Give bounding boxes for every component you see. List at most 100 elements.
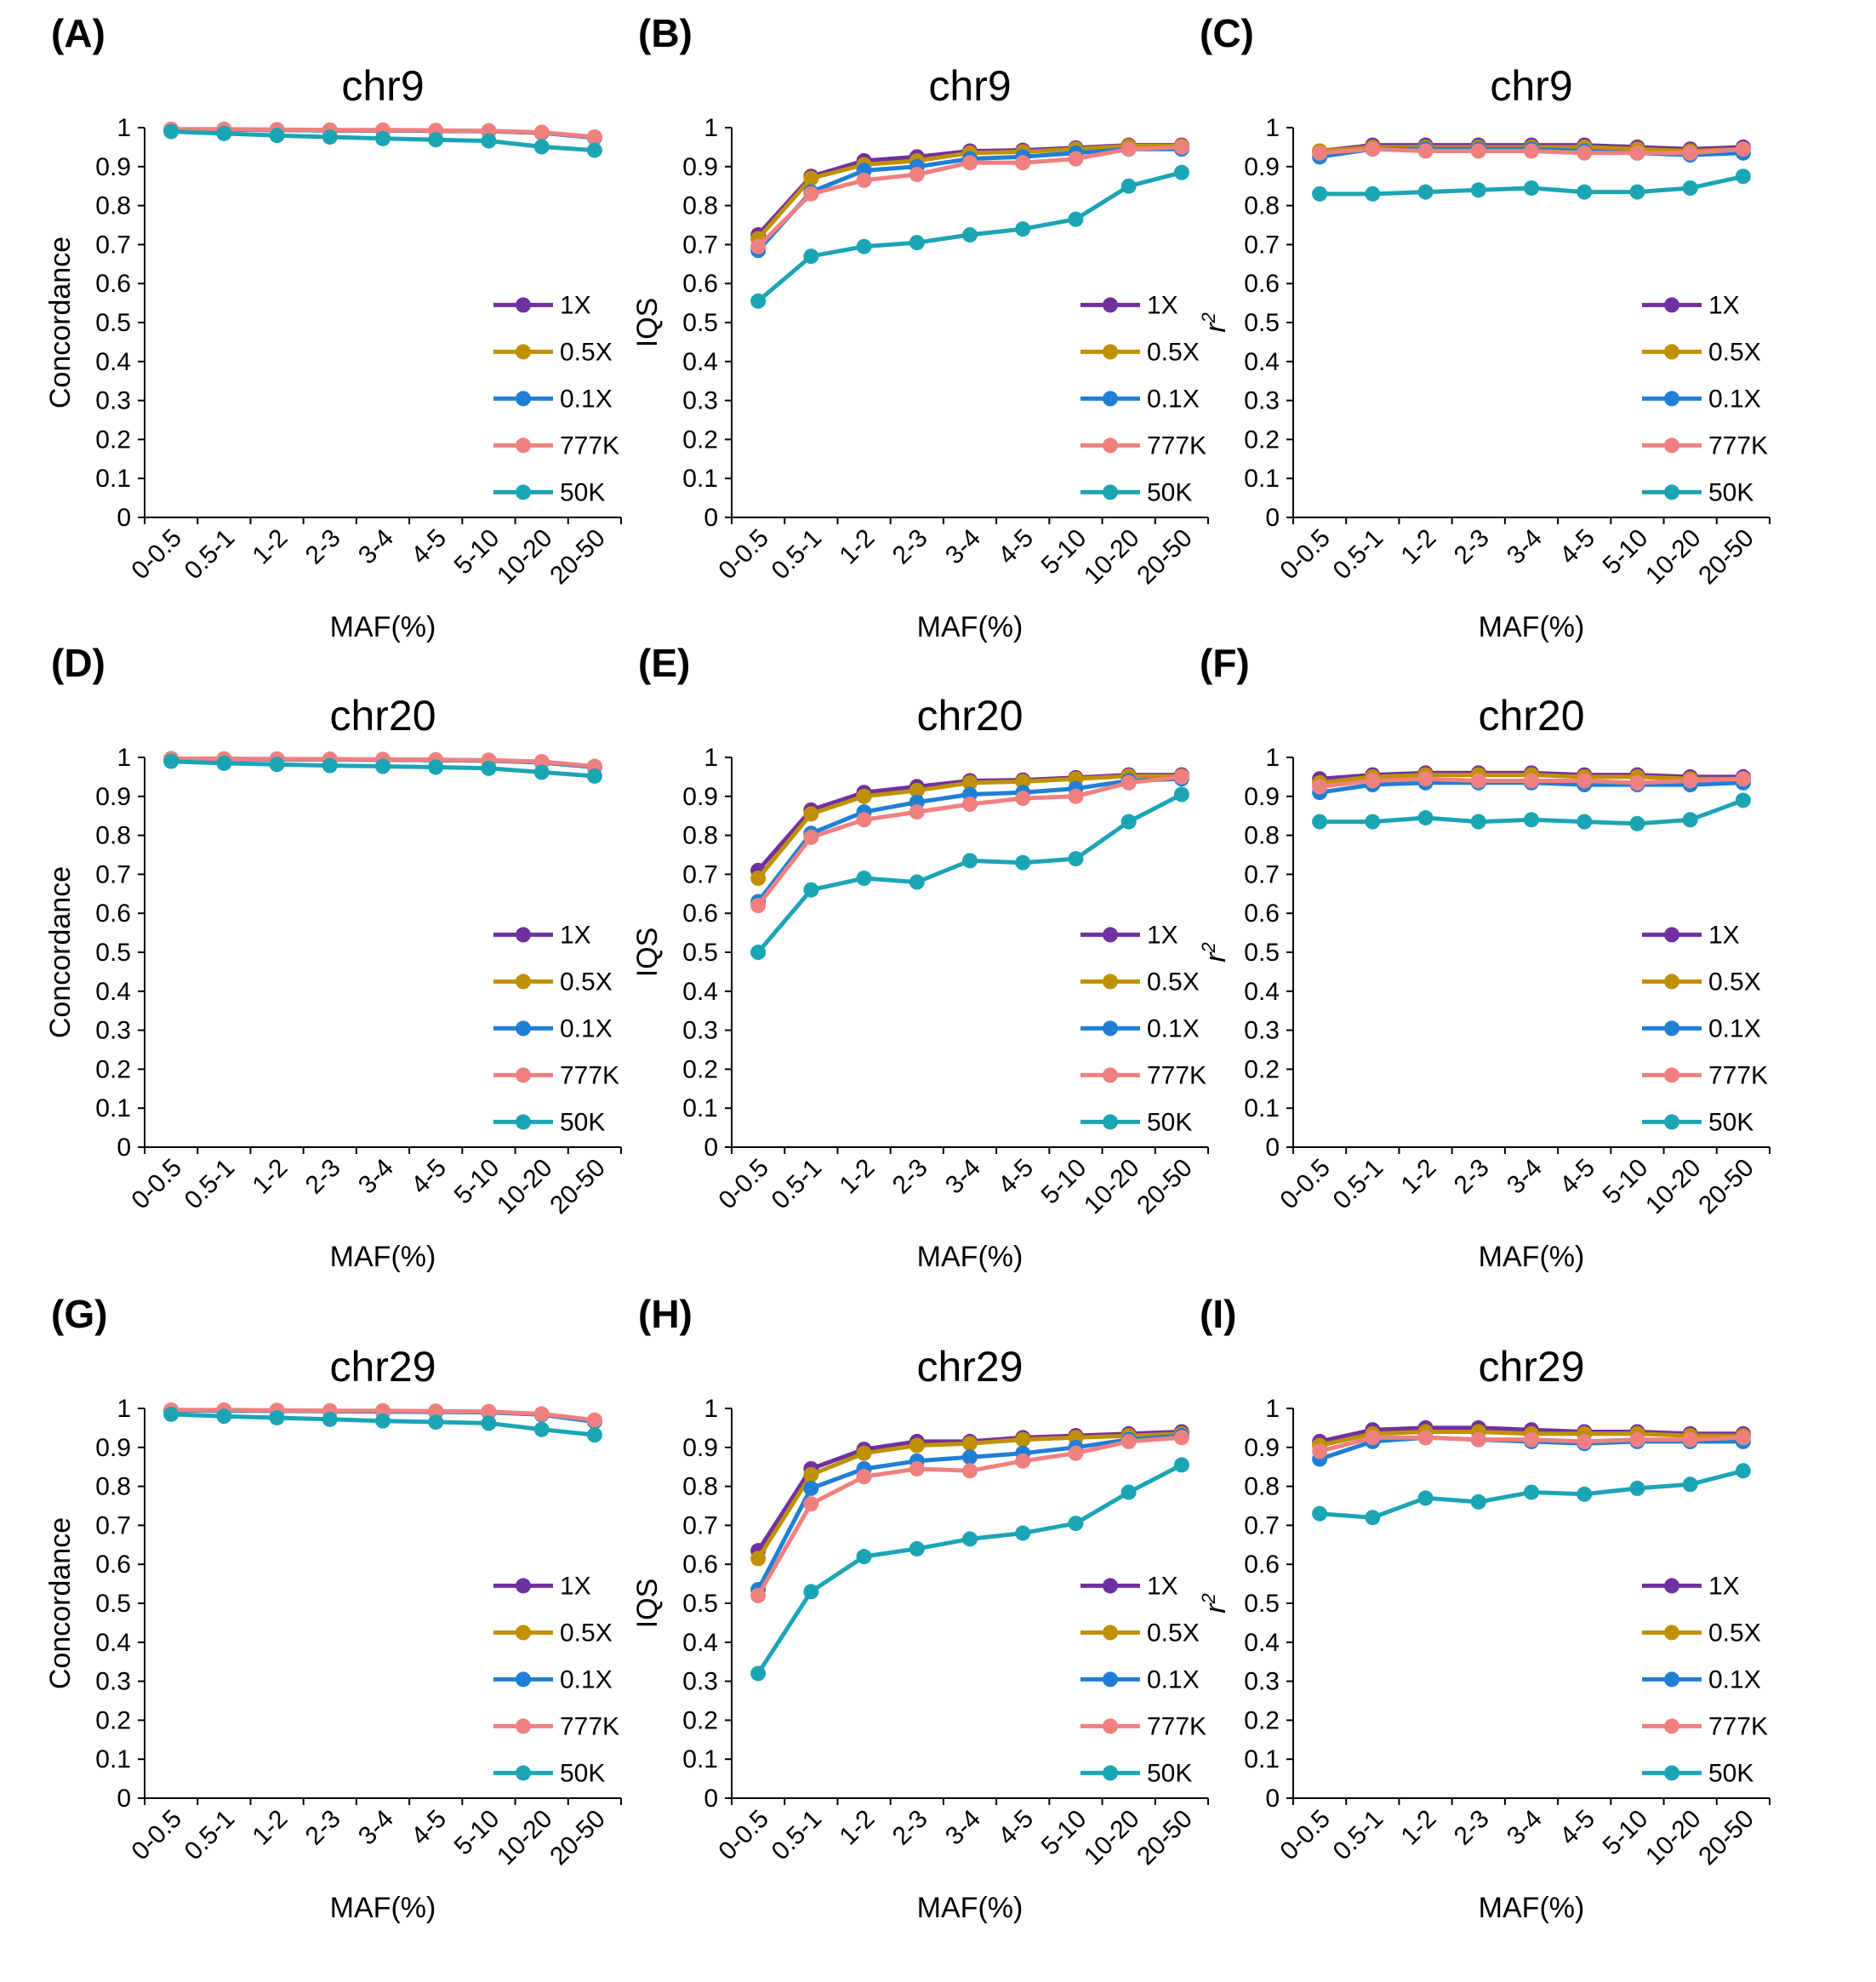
legend-swatch-marker bbox=[1664, 391, 1679, 407]
y-tick-label: 0.7 bbox=[1244, 231, 1280, 259]
data-point bbox=[1015, 774, 1031, 790]
data-point bbox=[856, 1549, 872, 1565]
data-point bbox=[750, 945, 767, 960]
x-tick-label: 10-20 bbox=[492, 1154, 558, 1220]
data-point bbox=[962, 1449, 978, 1465]
legend-label: 0.5X bbox=[1147, 968, 1200, 996]
data-point bbox=[750, 870, 767, 886]
data-point bbox=[1173, 164, 1189, 180]
y-tick-label: 0.8 bbox=[1244, 822, 1280, 850]
legend-swatch-marker bbox=[1103, 1067, 1118, 1083]
x-tick-label: 3-4 bbox=[940, 1154, 986, 1200]
data-point bbox=[803, 1496, 819, 1512]
y-tick-label: 0.3 bbox=[682, 387, 718, 415]
x-tick-label: 0-0.5 bbox=[1274, 524, 1336, 585]
data-point bbox=[1365, 141, 1381, 157]
x-tick-label: 1-2 bbox=[248, 524, 294, 570]
y-tick-label: 0.9 bbox=[1244, 1434, 1280, 1462]
y-tick-label: 0.9 bbox=[1244, 153, 1280, 181]
x-tick-label: 1-2 bbox=[835, 1805, 881, 1851]
legend-label: 0.5X bbox=[560, 1619, 613, 1647]
data-point bbox=[375, 1413, 391, 1429]
data-point bbox=[428, 1414, 444, 1431]
legend-swatch-marker bbox=[1103, 974, 1118, 990]
x-tick-label: 0.5-1 bbox=[767, 1154, 828, 1215]
data-point bbox=[1312, 1443, 1328, 1459]
data-point bbox=[962, 1531, 978, 1547]
panel-letter: (E) bbox=[638, 641, 690, 685]
y-tick-label: 0.5 bbox=[682, 939, 718, 967]
y-tick-label: 0.4 bbox=[95, 1629, 131, 1657]
y-tick-label: 0.9 bbox=[682, 1434, 718, 1462]
data-point bbox=[856, 238, 872, 254]
x-axis-label: MAF(%) bbox=[917, 1241, 1024, 1273]
data-point bbox=[586, 129, 602, 145]
panel-letter: (F) bbox=[1200, 641, 1250, 685]
y-tick-label: 1 bbox=[704, 114, 718, 142]
data-point bbox=[909, 235, 925, 251]
data-point bbox=[962, 155, 978, 171]
legend-swatch-marker bbox=[1664, 1765, 1679, 1781]
data-point bbox=[750, 1665, 767, 1682]
legend-swatch-marker bbox=[516, 484, 531, 500]
legend-label: 50K bbox=[1147, 1759, 1192, 1787]
legend-swatch-marker bbox=[1664, 1671, 1679, 1688]
legend-label: 0.5X bbox=[1708, 338, 1761, 366]
legend-label: 1X bbox=[1147, 291, 1178, 319]
y-tick-label: 0 bbox=[117, 1785, 131, 1813]
data-point bbox=[375, 130, 391, 146]
data-point bbox=[1735, 1430, 1751, 1446]
x-tick-label: 0-0.5 bbox=[1274, 1154, 1336, 1215]
data-point bbox=[1577, 814, 1593, 830]
x-tick-label: 0-0.5 bbox=[126, 1805, 187, 1866]
legend-swatch-marker bbox=[1103, 1765, 1118, 1781]
y-tick-label: 1 bbox=[1265, 114, 1280, 142]
series-50K bbox=[1312, 1463, 1751, 1526]
data-point bbox=[586, 142, 602, 158]
data-point bbox=[856, 788, 872, 804]
data-point bbox=[428, 1403, 444, 1419]
data-point bbox=[962, 774, 978, 791]
data-point bbox=[1365, 1510, 1381, 1526]
y-tick-label: 0.4 bbox=[1244, 348, 1280, 376]
data-point bbox=[1068, 1445, 1084, 1461]
x-tick-label: 4-5 bbox=[993, 524, 1039, 570]
data-point bbox=[1120, 1484, 1137, 1500]
data-point bbox=[1365, 186, 1381, 202]
y-tick-label: 0.3 bbox=[682, 1017, 718, 1045]
x-tick-label: 2-3 bbox=[887, 1154, 933, 1200]
legend-swatch-marker bbox=[516, 1578, 531, 1594]
data-point bbox=[962, 1463, 978, 1479]
data-point bbox=[533, 754, 550, 770]
data-point bbox=[803, 1584, 819, 1600]
chart-panel-3: (C) chr9 0 0.1 0.2 0.3 0.4 0.5 0.6 0.7 0.8 0.9 1 0-0.… bbox=[1198, 11, 1771, 643]
y-tick-label: 1 bbox=[704, 1395, 718, 1423]
y-tick-label: 0.2 bbox=[1244, 1055, 1280, 1083]
legend-swatch-marker bbox=[516, 1671, 531, 1688]
legend-swatch-marker bbox=[1103, 1671, 1118, 1688]
legend-swatch-marker bbox=[516, 1765, 531, 1781]
data-point bbox=[1577, 1433, 1593, 1449]
data-point bbox=[1173, 139, 1189, 155]
x-tick-label: 0-0.5 bbox=[713, 1805, 774, 1866]
y-tick-label: 0.1 bbox=[682, 1094, 718, 1122]
y-axis-label-r-squared: r2 bbox=[1198, 1593, 1233, 1614]
y-tick-label: 0.1 bbox=[1244, 465, 1280, 493]
y-axis-label: Concordance bbox=[44, 1517, 77, 1689]
y-tick-label: 1 bbox=[117, 744, 131, 772]
legend-swatch-marker bbox=[1664, 927, 1679, 943]
legend-swatch-marker bbox=[1664, 297, 1679, 313]
legend-swatch-marker bbox=[1103, 1114, 1118, 1130]
y-tick-label: 0.7 bbox=[682, 231, 718, 259]
legend-swatch-marker bbox=[1103, 297, 1118, 313]
y-tick-label: 0.3 bbox=[1244, 1017, 1280, 1045]
legend-label: 0.5X bbox=[1147, 1619, 1200, 1647]
data-point bbox=[1735, 771, 1751, 787]
x-tick-label: 20-50 bbox=[1132, 1805, 1198, 1871]
panel-letter: (B) bbox=[638, 11, 693, 55]
legend-label: 0.1X bbox=[1147, 1665, 1200, 1694]
y-tick-label: 0.7 bbox=[682, 1511, 718, 1539]
legend-swatch-marker bbox=[1103, 927, 1118, 943]
data-point bbox=[1470, 182, 1486, 198]
x-axis-label: MAF(%) bbox=[330, 1892, 436, 1924]
